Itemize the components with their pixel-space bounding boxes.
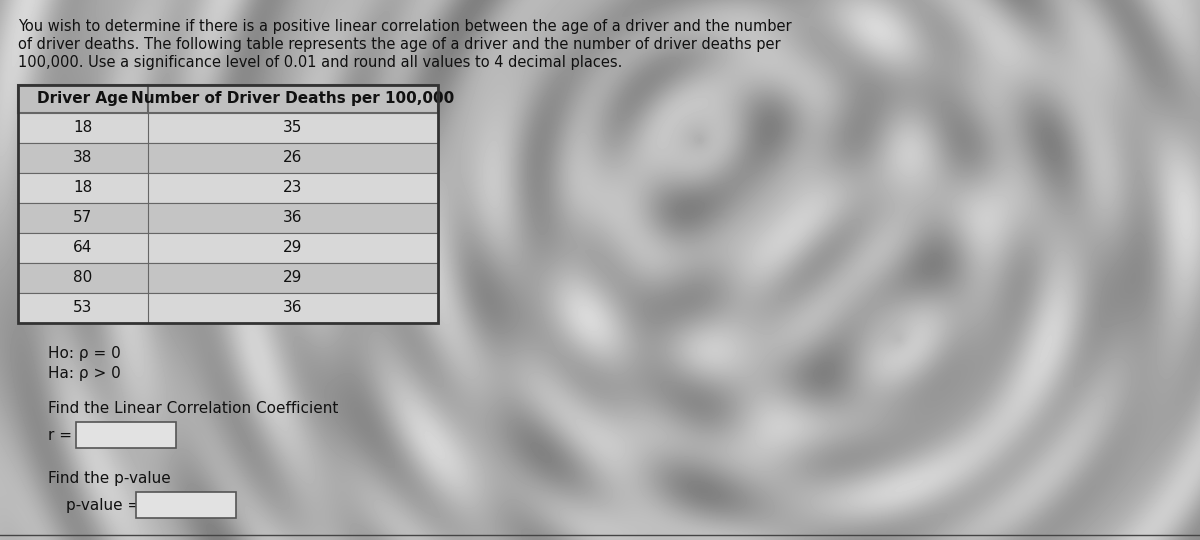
- Text: of driver deaths. The following table represents the age of a driver and the num: of driver deaths. The following table re…: [18, 37, 781, 52]
- Text: 80: 80: [73, 271, 92, 286]
- Bar: [18, 113, 438, 143]
- Bar: [18, 293, 438, 323]
- Text: 23: 23: [283, 180, 302, 195]
- Text: Ho: ρ = 0: Ho: ρ = 0: [48, 346, 121, 361]
- Text: p-value =: p-value =: [66, 498, 140, 513]
- Text: 18: 18: [73, 180, 92, 195]
- Bar: [18, 233, 438, 263]
- Bar: [18, 173, 438, 203]
- Text: 38: 38: [73, 151, 92, 165]
- Bar: [18, 85, 438, 323]
- Text: You wish to determine if there is a positive linear correlation between the age : You wish to determine if there is a posi…: [18, 19, 792, 34]
- Text: Driver Age: Driver Age: [37, 91, 128, 106]
- Text: 18: 18: [73, 120, 92, 136]
- Text: 26: 26: [283, 151, 302, 165]
- Text: 29: 29: [283, 271, 302, 286]
- Text: 100,000. Use a significance level of 0.01 and round all values to 4 decimal plac: 100,000. Use a significance level of 0.0…: [18, 55, 623, 70]
- Text: Find the p-value: Find the p-value: [48, 471, 170, 486]
- Text: 29: 29: [283, 240, 302, 255]
- Text: 57: 57: [73, 211, 92, 226]
- Bar: [76, 422, 176, 448]
- Bar: [18, 143, 438, 173]
- Text: 64: 64: [73, 240, 92, 255]
- Text: 36: 36: [283, 300, 302, 315]
- Text: r =: r =: [48, 428, 72, 443]
- Text: Ha: ρ > 0: Ha: ρ > 0: [48, 366, 121, 381]
- Bar: [18, 203, 438, 233]
- Text: 35: 35: [283, 120, 302, 136]
- Bar: [136, 492, 236, 518]
- Bar: [18, 85, 438, 113]
- Text: Find the Linear Correlation Coefficient: Find the Linear Correlation Coefficient: [48, 401, 338, 416]
- Bar: [18, 263, 438, 293]
- Text: 53: 53: [73, 300, 92, 315]
- Text: Number of Driver Deaths per 100,000: Number of Driver Deaths per 100,000: [131, 91, 455, 106]
- Text: 36: 36: [283, 211, 302, 226]
